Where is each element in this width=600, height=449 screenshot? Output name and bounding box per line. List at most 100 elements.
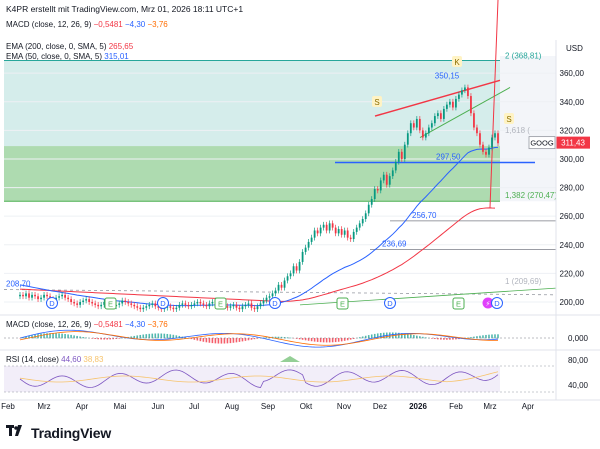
macd-histogram-bar [196, 338, 199, 341]
macd-histogram-bar [103, 338, 105, 340]
macd-histogram-bar [58, 333, 60, 339]
earnings-icon [214, 297, 227, 310]
candle-body [376, 189, 379, 191]
time-tick-label: Mai [114, 402, 127, 411]
candle-body [479, 133, 481, 145]
level-256-label: 256,70 [412, 211, 437, 220]
macd-histogram-bar [91, 338, 93, 339]
macd-pane-legend[interactable]: MACD (close, 12, 26, 9) −0,5481 −4,30 −3… [6, 320, 168, 329]
fib-1618-label: 1,618 ( [505, 126, 530, 135]
ema50-legend[interactable]: EMA (50, close, 0, SMA, 5) 315,01 [6, 52, 129, 61]
macd-histogram-bar [157, 333, 160, 339]
macd-histogram-bar [316, 338, 319, 342]
macd-histogram-bar [247, 338, 250, 341]
macd-histogram-bar [172, 334, 175, 339]
s-marker-1: S [374, 98, 379, 107]
macd-histogram-bar [476, 336, 478, 339]
rsi-pane-legend[interactable]: RSI (14, close) 44,60 38,83 [6, 355, 103, 364]
candle-body [85, 299, 88, 301]
candle-body [67, 297, 69, 300]
ema200-legend[interactable]: EMA (200, close, 0, SMA, 5) 265,65 [6, 42, 133, 51]
macd-histogram-bar [413, 335, 415, 339]
macd-histogram-bar [55, 333, 57, 339]
macd-histogram-bar [434, 338, 436, 340]
time-tick-label: Apr [522, 402, 535, 411]
level-208-label: 208,70 [6, 280, 31, 289]
candle-body [148, 304, 151, 307]
macd-histogram-bar [199, 338, 202, 342]
rsi-axis-80: 80,00 [568, 356, 589, 365]
candle-body [94, 303, 97, 305]
ema50-line [19, 146, 499, 307]
time-tick-label: 2026 [409, 402, 427, 411]
candle-body [352, 231, 355, 240]
candle-body [328, 223, 331, 231]
candle-body [133, 304, 136, 307]
macd-histogram-bar [491, 334, 493, 339]
candle-body [250, 303, 253, 308]
macd-value-3: −3,76 [147, 20, 168, 29]
candle-body [304, 247, 307, 252]
candle-body [73, 301, 76, 304]
candle-body [373, 189, 376, 200]
candle-body [43, 294, 45, 298]
ticker-symbol-box [528, 136, 556, 150]
dividend-icon [157, 297, 169, 309]
candle-body [169, 306, 172, 308]
candle-body [178, 304, 181, 308]
macd-axis-label: 0,000 [568, 334, 589, 343]
candle-body [316, 230, 319, 234]
macd-legend-top[interactable]: MACD (close, 12, 26, 9) −0,5481 −4,30 −3… [6, 20, 168, 29]
macd-histogram-bar [452, 338, 454, 340]
macd-histogram-bar [82, 336, 84, 339]
dividend-icon [46, 297, 58, 309]
time-tick-label: Okt [300, 402, 313, 411]
macd-histogram-bar [410, 334, 412, 339]
candle-body [355, 227, 358, 232]
candle-body [325, 224, 328, 231]
candle-body [403, 144, 406, 159]
footer-brand[interactable]: TradingView [6, 424, 111, 441]
candle-body [442, 108, 445, 119]
candle-body [418, 118, 421, 131]
candle-body [142, 307, 145, 310]
rsi-pane: 80,00 40,00 [4, 356, 589, 393]
macd-histogram-bar [346, 338, 349, 341]
fib-1382-label: 1,382 (270,47) [505, 191, 557, 200]
split-glyph: ⚡ [486, 300, 491, 308]
macd-histogram-bar [446, 338, 448, 340]
candle-body [46, 294, 48, 297]
currency-label[interactable]: USD [566, 44, 583, 53]
macd-histogram-bar [64, 333, 66, 339]
macd-histogram-bar [214, 338, 217, 344]
macd-histogram-bar [166, 333, 169, 339]
candle-body [482, 144, 484, 152]
macd-histogram-bar [52, 333, 54, 339]
macd-histogram-bar [100, 338, 102, 340]
candle-body [118, 303, 121, 305]
level-236-label: 236,69 [382, 240, 407, 249]
macd-histogram-bar [310, 338, 313, 342]
candle-body [202, 303, 205, 305]
candle-body [455, 98, 457, 108]
macd-histogram-bar [97, 338, 99, 340]
candle-body [226, 306, 229, 308]
ema50-label: EMA (50, close, 0, SMA, 5) [6, 52, 103, 61]
rsi-pane-v1: 44,60 [61, 355, 82, 364]
candle-body [397, 151, 400, 162]
candle-body [61, 294, 63, 297]
macd-histogram-bar [458, 338, 460, 340]
time-tick-label: Sep [261, 402, 276, 411]
macd-histogram-bar [400, 333, 403, 339]
fib-2-label: 2 (368,81) [505, 52, 542, 61]
candle-body [370, 199, 373, 205]
macd-histogram-bar [136, 335, 139, 339]
candle-body [70, 299, 73, 302]
macd-histogram-bar [467, 337, 469, 339]
candle-body [452, 101, 454, 108]
candle-body [283, 280, 286, 288]
candle-body [449, 101, 451, 105]
macd-histogram-bar [163, 333, 166, 339]
macd-histogram-bar [22, 337, 24, 339]
